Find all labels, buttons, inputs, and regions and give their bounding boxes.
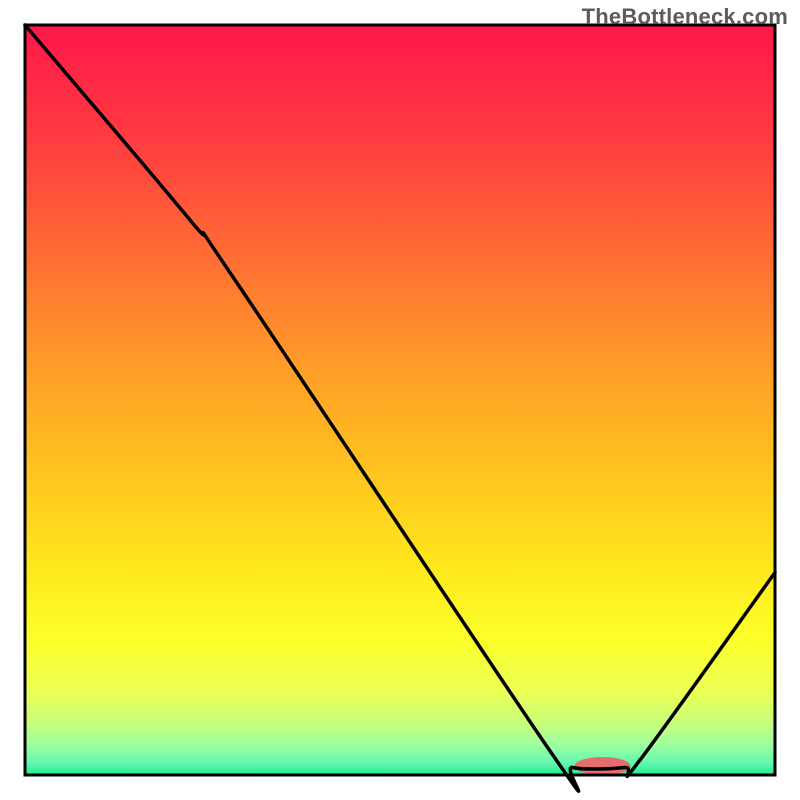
chart-svg: [0, 0, 800, 800]
optimum-marker: [575, 757, 631, 775]
chart-container: { "canvas": { "width": 800, "height": 80…: [0, 0, 800, 800]
watermark-text: TheBottleneck.com: [582, 4, 788, 30]
plot-background: [25, 25, 775, 775]
